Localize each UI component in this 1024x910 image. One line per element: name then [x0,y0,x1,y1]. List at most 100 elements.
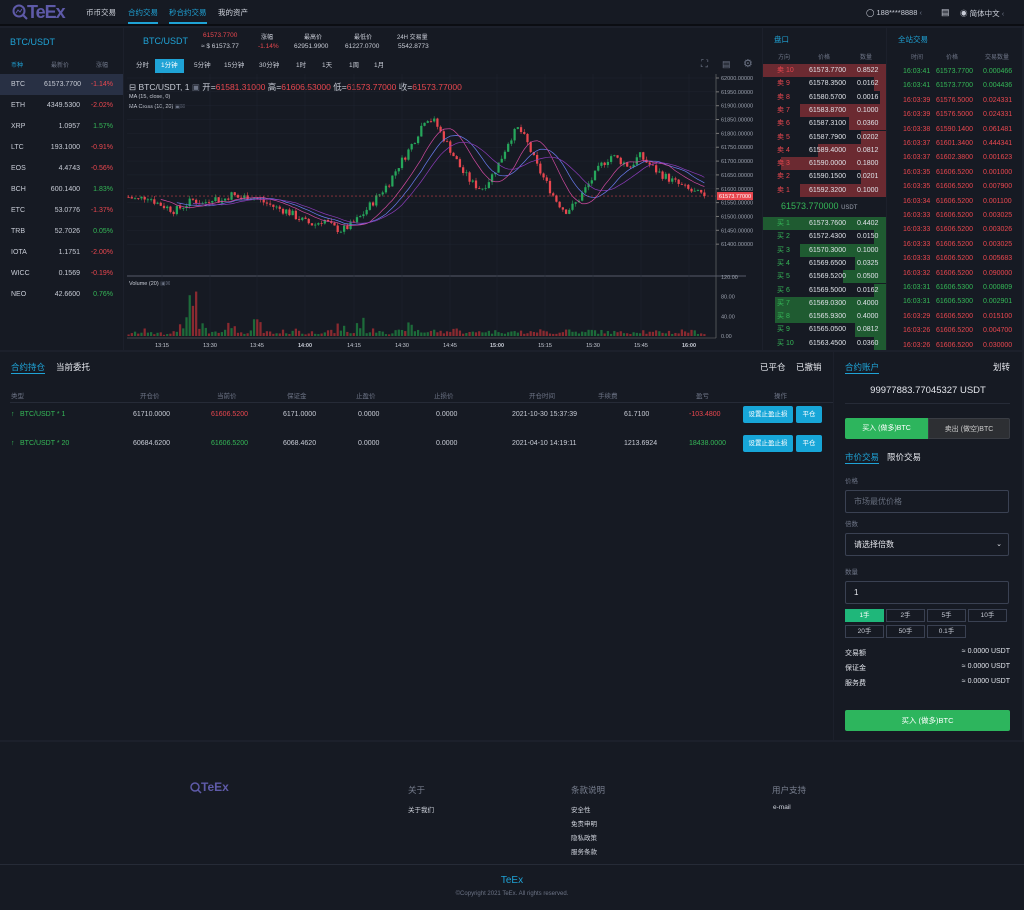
interval-tab[interactable]: 1周 [349,62,360,69]
market-row[interactable]: TRB 52.7026 0.05% [11,228,113,235]
bids-row[interactable]: 买 7 61569.0300 0.4000 [763,296,886,311]
market-row[interactable]: NEO 42.6600 0.76% [11,291,113,298]
lot-button[interactable]: 50手 [886,625,925,638]
nav-second-contract[interactable]: 秒合约交易 [169,0,207,24]
market-row[interactable]: XRP 1.0957 1.57% [11,123,113,130]
asks-row[interactable]: 卖 10 61573.7700 0.8522 [763,64,886,78]
tab-positions[interactable]: 合约持仓 [11,362,46,374]
market-row[interactable]: LTC 193.1000 -0.91% [11,144,113,151]
asks-row[interactable]: 卖 2 61590.1500 0.0201 [763,170,886,184]
tab-open-orders[interactable]: 当前委托 [56,362,91,372]
language-selector[interactable]: ◉ 简体中文 ‹ [960,9,1005,18]
volume-bar [545,331,548,336]
collapse-icon[interactable]: ⊟ [129,82,137,92]
volume-bar [294,328,298,336]
interval-tab[interactable]: 1分钟 [155,59,184,73]
tab-limit-order[interactable]: 限价交易 [887,452,922,462]
lot-button[interactable]: 10手 [968,609,1007,622]
market-row[interactable]: BCH 600.1400 1.83% [11,186,113,193]
footer-link[interactable]: 免责申明 [571,821,597,828]
submit-buy-button[interactable]: 买入 (做多)BTC [845,710,1010,731]
leverage-select[interactable]: 请选择倍数 ⌄ [845,533,1009,556]
buy-long-tab[interactable]: 买入 (做多)BTC [845,418,928,439]
volume-bar [314,333,317,336]
asks-row[interactable]: 卖 5 61587.7900 0.0202 [763,130,886,144]
indicator-icon[interactable]: ▤ [722,59,731,69]
bids-row[interactable]: 买 9 61565.0500 0.0812 [763,323,886,337]
interval-tab[interactable]: 1天 [322,62,333,69]
fullscreen-icon[interactable]: ⛶ [701,59,708,70]
asks-row[interactable]: 卖 3 61590.0000 0.1800 [763,157,886,171]
nav-contract-trading[interactable]: 合约交易 [128,0,158,24]
lot-button[interactable]: 2手 [886,609,925,622]
interval-tab[interactable]: 30分钟 [259,62,280,69]
user-menu[interactable]: ◯ 188****8888 ‹ [866,8,922,17]
qty-input[interactable]: 1 [845,581,1009,604]
close-position-button[interactable]: 平仓 [796,435,822,452]
bids-row[interactable]: 买 5 61569.5200 0.0500 [763,270,886,284]
lot-button[interactable]: 5手 [927,609,966,622]
interval-tab[interactable]: 15分钟 [224,62,245,69]
nav-my-assets[interactable]: 我的资产 [218,8,248,17]
footer-link[interactable]: 安全性 [571,807,591,814]
transfer-link[interactable]: 划转 [993,362,1011,372]
bids-row[interactable]: 买 2 61572.4300 0.0150 [763,230,886,244]
market-row[interactable]: ETH 4349.5300 -2.02% [11,102,113,109]
set-tp-sl-button[interactable]: 设置止盈止损 [743,435,793,452]
asks-row[interactable]: 卖 6 61587.3100 0.0360 [763,117,886,131]
bids-row[interactable]: 买 6 61569.5000 0.0162 [763,283,886,297]
summary-row: 保证金 ≈ 0.0000 USDT [845,663,1010,672]
bids-row[interactable]: 买 10 61563.4500 0.0360 [763,336,886,350]
candle [137,198,140,200]
settings-gear-icon[interactable]: ⚙ [743,58,753,70]
summary-row: 交易额 ≈ 0.0000 USDT [845,648,1010,657]
market-row[interactable]: ETC 53.0776 -1.37% [11,207,113,214]
bids-row[interactable]: 买 4 61569.6500 0.0325 [763,256,886,271]
footer-link[interactable]: 隐私政策 [571,835,597,842]
volume-bar [166,334,169,336]
lot-button[interactable]: 20手 [845,625,884,638]
account-label[interactable]: 合约账户 [845,362,880,374]
footer-link[interactable]: e-mail [773,804,791,811]
asks-row[interactable]: 卖 1 61592.3200 0.1000 [763,183,886,197]
leverage-label: 倍数 [845,521,858,528]
interval-tab[interactable]: 1月 [374,62,385,69]
interval-tab[interactable]: 分时 [136,62,149,69]
asks-row[interactable]: 卖 7 61583.8700 0.1000 [763,103,886,118]
candlestick-chart[interactable]: 62000.00000 61950.00000 61900.00000 61850.0… [124,74,762,350]
trade-row: 16:03:39 61576.5000 0.024331 [903,111,1013,119]
lot-button[interactable]: 1手 [845,609,884,622]
footer-link[interactable]: 关于我们 [408,807,434,814]
footer-column-title: 用户支持 [772,785,807,795]
candle [696,189,700,191]
asks-row[interactable]: 卖 4 61589.4000 0.0812 [763,143,886,158]
asks-row[interactable]: 卖 8 61580.5700 0.0016 [763,90,886,104]
price-input[interactable]: 市场最优价格 [845,490,1009,513]
market-row[interactable]: EOS 4.4743 -0.56% [11,165,113,172]
sell-short-tab[interactable]: 卖出 (做空)BTC [928,418,1010,439]
tab-cancelled[interactable]: 已撤销 [796,362,822,372]
nav-spot-trading[interactable]: 币币交易 [86,8,116,17]
close-position-button[interactable]: 平仓 [796,406,822,423]
footer-link[interactable]: 服务条款 [571,849,597,856]
set-tp-sl-button[interactable]: 设置止盈止损 [743,406,793,423]
tab-market-order[interactable]: 市价交易 [845,452,880,464]
download-icon[interactable]: ▤ [941,7,950,17]
bids-row[interactable]: 买 1 61573.7600 0.4402 [763,217,886,231]
market-row[interactable]: IOTA 1.1751 -2.00% [11,249,113,256]
candle [294,210,298,220]
depth-bar [799,103,886,118]
interval-tab[interactable]: 1时 [296,62,307,69]
tab-closed[interactable]: 已平仓 [760,362,786,372]
market-row[interactable]: WICC 0.1569 -0.19% [11,270,113,277]
asks-row[interactable]: 卖 9 61578.3500 0.0162 [763,77,886,91]
market-row[interactable]: BTC 61573.7700 -1.14% [0,74,123,95]
bids-row[interactable]: 买 3 61570.3000 0.1000 [763,243,886,257]
candle [655,165,658,173]
volume-bar [696,333,700,336]
lot-button[interactable]: 0.1手 [927,625,966,638]
interval-tab[interactable]: 5分钟 [194,62,211,69]
bids-row[interactable]: 买 8 61565.9300 0.4000 [763,310,886,324]
volume-bar [381,331,384,336]
volume-bar [519,330,523,336]
